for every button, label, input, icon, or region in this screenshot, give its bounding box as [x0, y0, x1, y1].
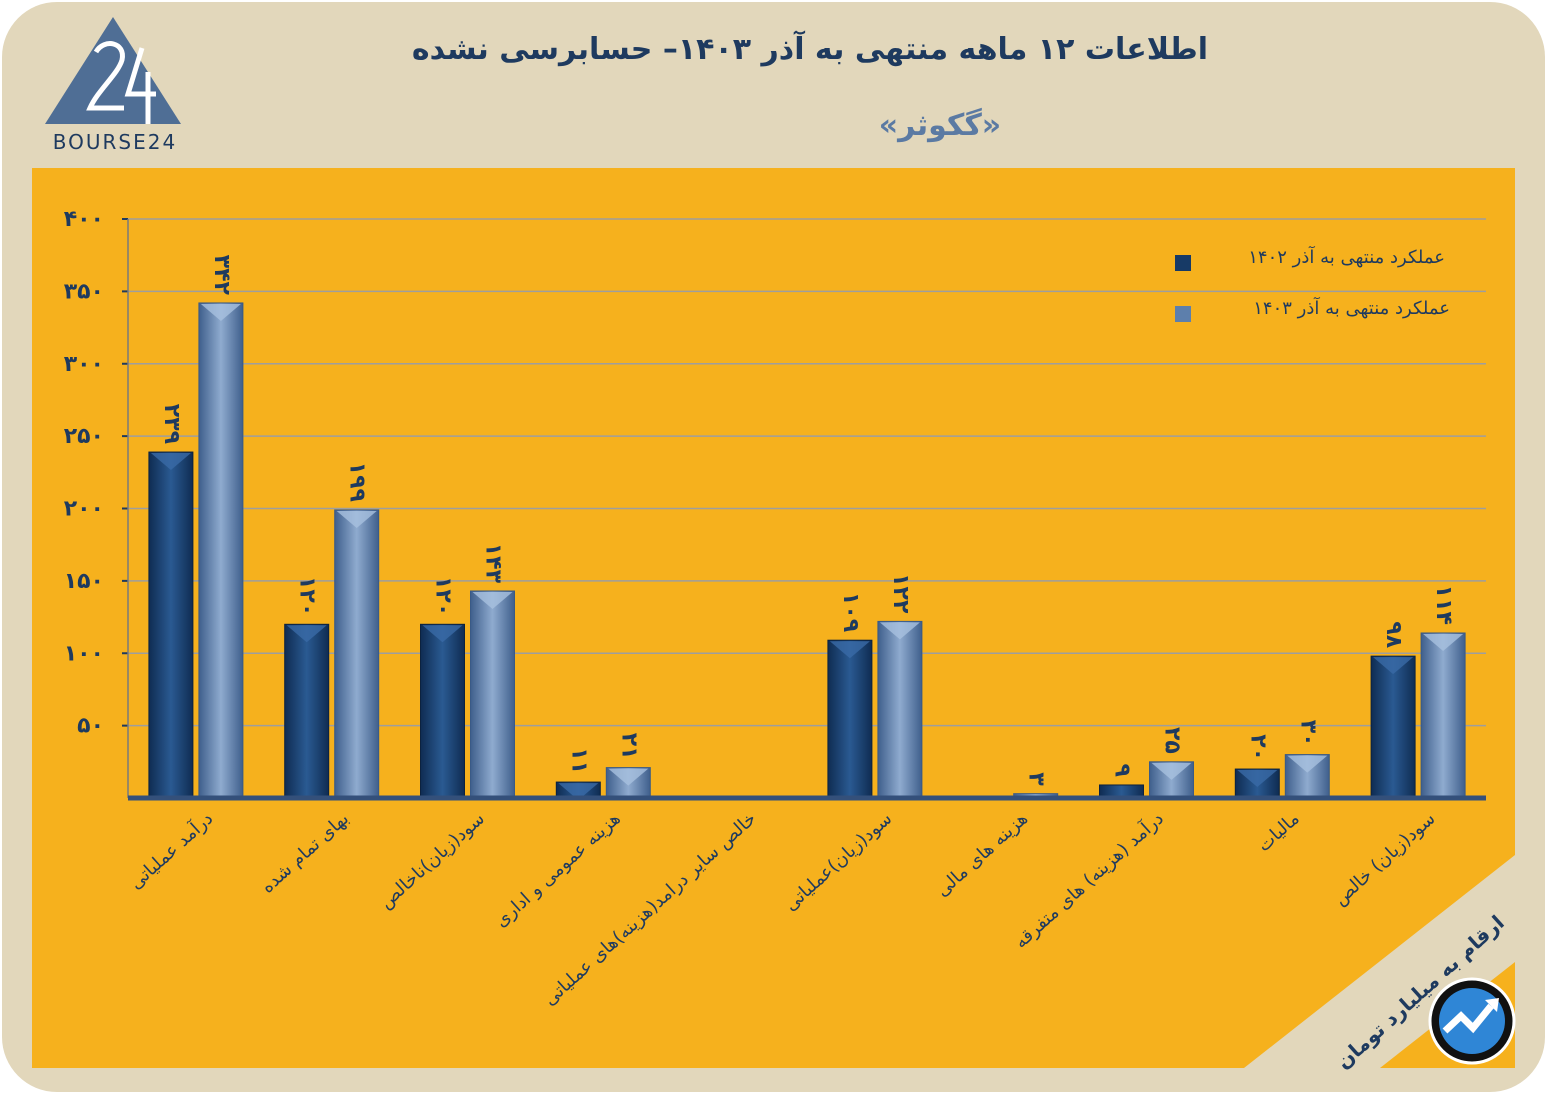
bar-bevel — [1151, 762, 1192, 780]
data-label: ۹ — [1110, 764, 1135, 777]
bar-bevel — [829, 641, 870, 659]
y-tick-label: ۴۰۰ — [64, 207, 104, 232]
category-label: سود(زیان) خالص — [1330, 808, 1440, 910]
bar-bevel — [1373, 657, 1414, 675]
legend-label-1402: عملکرد منتهی به آذر ۱۴۰۲ — [1248, 247, 1445, 268]
data-label: ۱۱۴ — [1431, 585, 1456, 625]
data-label: ۳ — [1024, 772, 1049, 786]
bar-bevel — [879, 622, 920, 640]
bar-1403 — [198, 302, 244, 799]
data-label: ۱۹۹ — [345, 462, 370, 502]
bar-bevel — [1237, 770, 1278, 788]
y-tick-label: ۲۵۰ — [64, 424, 104, 449]
category-label: سود(زیان)عملیاتی — [780, 808, 896, 915]
bar-1402 — [284, 623, 330, 799]
category-label: درآمد (هزینه) های متفرقه — [1009, 807, 1168, 953]
y-tick-label: ۲۰۰ — [64, 497, 104, 522]
brand-trend-icon — [1428, 977, 1516, 1065]
category-label: خالص سایر درامد(هزینه)های عملیاتی — [540, 808, 761, 1010]
data-label: ۱۱ — [566, 747, 591, 774]
category-label: هزینه های مالی — [932, 808, 1032, 901]
bar-bevel — [150, 453, 191, 471]
data-label: ۱۲۲ — [888, 573, 913, 614]
data-label: ۳۴۲ — [209, 255, 234, 296]
bar-bevel — [1423, 633, 1464, 651]
data-label: ۲۱ — [616, 733, 641, 760]
bourse24-logo — [45, 17, 181, 124]
category-label: هزینه عمومی و اداری — [491, 808, 625, 932]
bar-1403 — [470, 590, 515, 799]
data-label: ۱۴۳ — [481, 543, 506, 584]
data-label: ۹۸ — [1381, 621, 1406, 648]
bar-bevel — [422, 625, 463, 643]
data-label: ۱۲۰ — [431, 576, 456, 616]
data-label: ۲۰ — [1245, 734, 1270, 761]
y-tick-label: ۱۰۰ — [64, 641, 104, 666]
legend-swatch-1403 — [1175, 306, 1191, 322]
chart-panel — [32, 168, 1515, 1068]
category-label: سود(زیان)ناخالص — [376, 808, 489, 913]
data-label: ۲۵ — [1160, 727, 1185, 754]
legend-swatches — [1175, 255, 1191, 322]
bar-1403 — [1420, 632, 1466, 799]
logo-text: BOURSE24 — [52, 130, 178, 154]
chart-subtitle: «گکوثر» — [878, 108, 1002, 143]
bar-bevel — [200, 303, 241, 321]
bar-1402 — [1370, 655, 1416, 799]
bar-bevel — [286, 625, 327, 643]
data-label: ۱۰۹ — [838, 592, 863, 632]
bar-1403 — [334, 509, 380, 799]
bar-1402 — [148, 451, 194, 799]
category-label: درآمد عملیاتی — [124, 807, 217, 894]
bar-bevel — [336, 510, 377, 528]
legend-label-1403: عملکرد منتهی به آذر ۱۴۰۳ — [1253, 298, 1450, 319]
bar-1403 — [877, 620, 923, 799]
bar-1402 — [827, 639, 873, 799]
data-label: ۱۲۰ — [295, 576, 320, 616]
y-tick-label: ۳۵۰ — [64, 279, 104, 304]
y-tick-label: ۳۰۰ — [64, 352, 104, 377]
legend-swatch-1402 — [1175, 255, 1191, 271]
y-tick-label: ۵۰ — [77, 714, 104, 739]
data-label: ۳۰ — [1295, 720, 1320, 747]
bar-bevel — [472, 592, 513, 610]
category-label: مالیات — [1254, 808, 1304, 856]
bar-bevel — [558, 783, 599, 801]
category-label: بهای تمام شده — [257, 808, 353, 897]
bar-bevel — [608, 768, 649, 786]
data-label: ۲۳۹ — [159, 404, 184, 444]
bar-bevel — [1287, 755, 1328, 773]
bar-1402 — [420, 623, 465, 799]
y-tick-label: ۱۵۰ — [64, 569, 104, 594]
chart-title: اطلاعات ۱۲ ماهه منتهی به آذر ۱۴۰۳– حسابر… — [411, 32, 1209, 67]
